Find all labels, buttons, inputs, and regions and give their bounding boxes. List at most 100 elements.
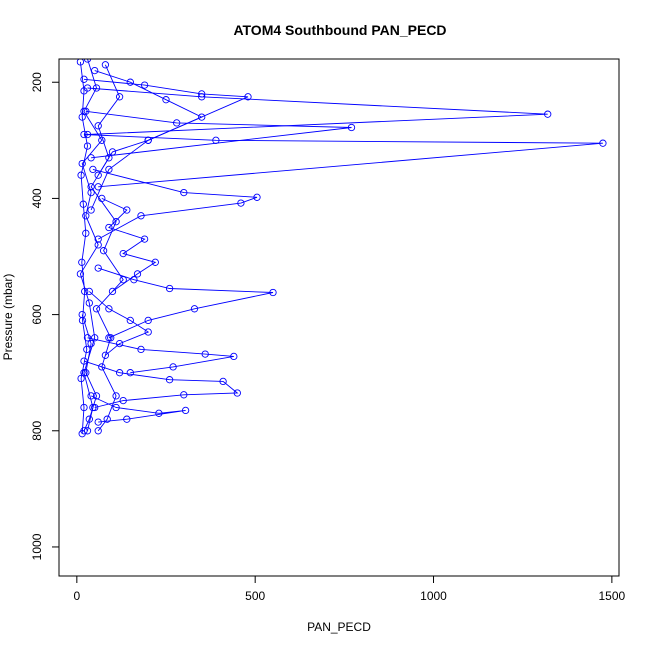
data-point	[82, 369, 90, 377]
data-point	[347, 123, 356, 132]
y-tick-label: 400	[30, 188, 44, 208]
series-line-9	[87, 337, 234, 374]
data-point	[89, 165, 97, 174]
data-point	[94, 418, 102, 426]
data-point	[83, 59, 92, 63]
y-tick-label: 1000	[30, 533, 44, 560]
data-point	[126, 316, 134, 325]
x-axis-label: PAN_PECD	[307, 620, 371, 634]
data-point	[76, 59, 85, 66]
data-point	[87, 206, 95, 214]
data-point	[144, 328, 152, 336]
data-point	[83, 84, 92, 92]
data-point	[165, 376, 174, 384]
series-line-2	[90, 64, 124, 432]
data-point	[112, 403, 120, 412]
data-point	[80, 130, 88, 139]
data-point	[108, 287, 117, 296]
data-point	[181, 406, 190, 415]
data-point	[212, 136, 220, 144]
data-point	[180, 188, 188, 197]
data-point	[201, 350, 209, 358]
data-point	[94, 235, 102, 243]
x-tick-label: 1500	[599, 589, 626, 603]
y-axis: 200 400 600 800 1000	[30, 72, 60, 560]
data-point	[133, 270, 142, 278]
data-point	[198, 113, 206, 121]
y-tick-label: 200	[30, 72, 44, 92]
y-axis-label: Pressure (mbar)	[1, 274, 15, 361]
data-point	[126, 369, 134, 377]
data-point	[82, 107, 90, 115]
data-point	[83, 334, 92, 342]
data-point	[94, 171, 102, 179]
data-point	[87, 154, 95, 162]
data-point	[78, 159, 86, 168]
data-point	[123, 415, 131, 423]
plot-frame	[58, 58, 620, 577]
x-tick-label: 0	[73, 589, 80, 603]
series-line-10	[83, 360, 239, 408]
data-point	[190, 305, 199, 313]
series-line-15	[81, 314, 97, 431]
data-point	[85, 287, 93, 296]
data-point	[105, 154, 113, 162]
data-point	[112, 218, 120, 226]
series-line-12	[94, 70, 203, 176]
data-point	[105, 305, 113, 313]
data-point	[253, 193, 261, 201]
data-point	[101, 61, 110, 69]
data-point	[144, 136, 152, 144]
data-point	[140, 81, 149, 89]
data-point	[155, 409, 163, 417]
data-point	[94, 241, 102, 249]
data-point	[169, 363, 177, 371]
data-point	[80, 357, 88, 365]
data-point	[94, 427, 102, 435]
data-point	[85, 415, 93, 423]
data-point	[112, 392, 120, 400]
x-tick-label: 1000	[420, 589, 447, 603]
data-point	[80, 369, 88, 377]
data-point	[79, 200, 87, 208]
y-tick-label: 600	[30, 304, 44, 324]
series-line-3	[83, 78, 249, 211]
y-tick-label: 800	[30, 420, 44, 440]
data-point	[80, 75, 88, 83]
data-point	[165, 284, 174, 293]
data-point	[92, 305, 101, 313]
data-point	[99, 247, 108, 255]
data-point	[219, 377, 227, 386]
data-point	[105, 334, 113, 342]
data-point	[91, 403, 99, 412]
data-point	[87, 188, 95, 197]
data-point	[140, 235, 149, 243]
data-point	[87, 183, 95, 191]
x-axis: 0 500 1000 1500	[73, 575, 626, 603]
data-point	[76, 270, 85, 278]
data-point	[78, 316, 87, 325]
data-point	[92, 392, 101, 400]
data-point	[115, 93, 124, 101]
chart-title: ATOM4 Southbound PAN_PECD	[233, 22, 446, 38]
data-point	[105, 223, 113, 232]
data-point	[151, 258, 159, 266]
data-point	[80, 403, 88, 412]
data-point	[91, 66, 99, 75]
data-point	[98, 363, 106, 371]
data-point	[103, 415, 111, 423]
data-point	[83, 142, 92, 150]
series-line-6	[83, 134, 603, 188]
data-point	[80, 427, 88, 435]
data-point	[544, 110, 552, 118]
data-point	[94, 264, 102, 272]
data-point	[123, 206, 131, 214]
series-line-0	[79, 59, 103, 431]
data-point	[599, 139, 607, 147]
data-point	[107, 334, 115, 342]
data-point	[144, 316, 152, 325]
data-point	[137, 345, 145, 354]
data-point	[237, 199, 245, 207]
data-point	[91, 334, 99, 342]
